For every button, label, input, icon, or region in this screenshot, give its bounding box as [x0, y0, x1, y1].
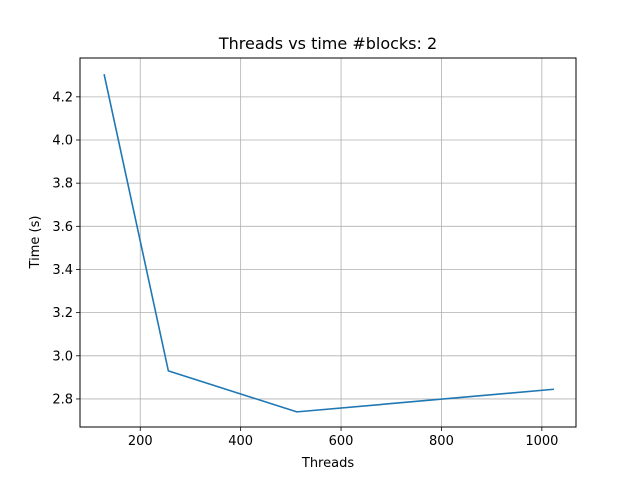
y-axis: 2.8 3.0 3.2 3.4 3.6 3.8 4.0 4.2 [52, 90, 80, 407]
y-axis-label: Time (s) [28, 216, 43, 270]
y-tick-label: 3.2 [52, 306, 73, 321]
plot-background [80, 58, 576, 427]
series-line-0 [103, 74, 554, 413]
grid [80, 58, 576, 427]
x-tick-label: 400 [228, 434, 253, 449]
y-tick-label: 2.8 [52, 392, 73, 407]
x-tick-label: 800 [429, 434, 454, 449]
y-tick-label: 4.2 [52, 90, 73, 105]
x-tick-label: 200 [128, 434, 153, 449]
plot-frame [79, 57, 577, 428]
y-tick-label: 3.6 [52, 220, 73, 235]
x-axis: 200 400 600 800 1000 [128, 427, 558, 449]
chart-title: Threads vs time #blocks: 2 [218, 34, 437, 53]
x-tick-label: 1000 [525, 434, 558, 449]
x-tick-label: 600 [329, 434, 354, 449]
series-layer [103, 74, 554, 413]
y-tick-label: 3.0 [52, 349, 73, 364]
x-axis-label: Threads [301, 456, 354, 471]
y-tick-label: 4.0 [52, 134, 73, 149]
y-tick-label: 3.8 [52, 177, 73, 192]
y-tick-label: 3.4 [52, 263, 73, 278]
